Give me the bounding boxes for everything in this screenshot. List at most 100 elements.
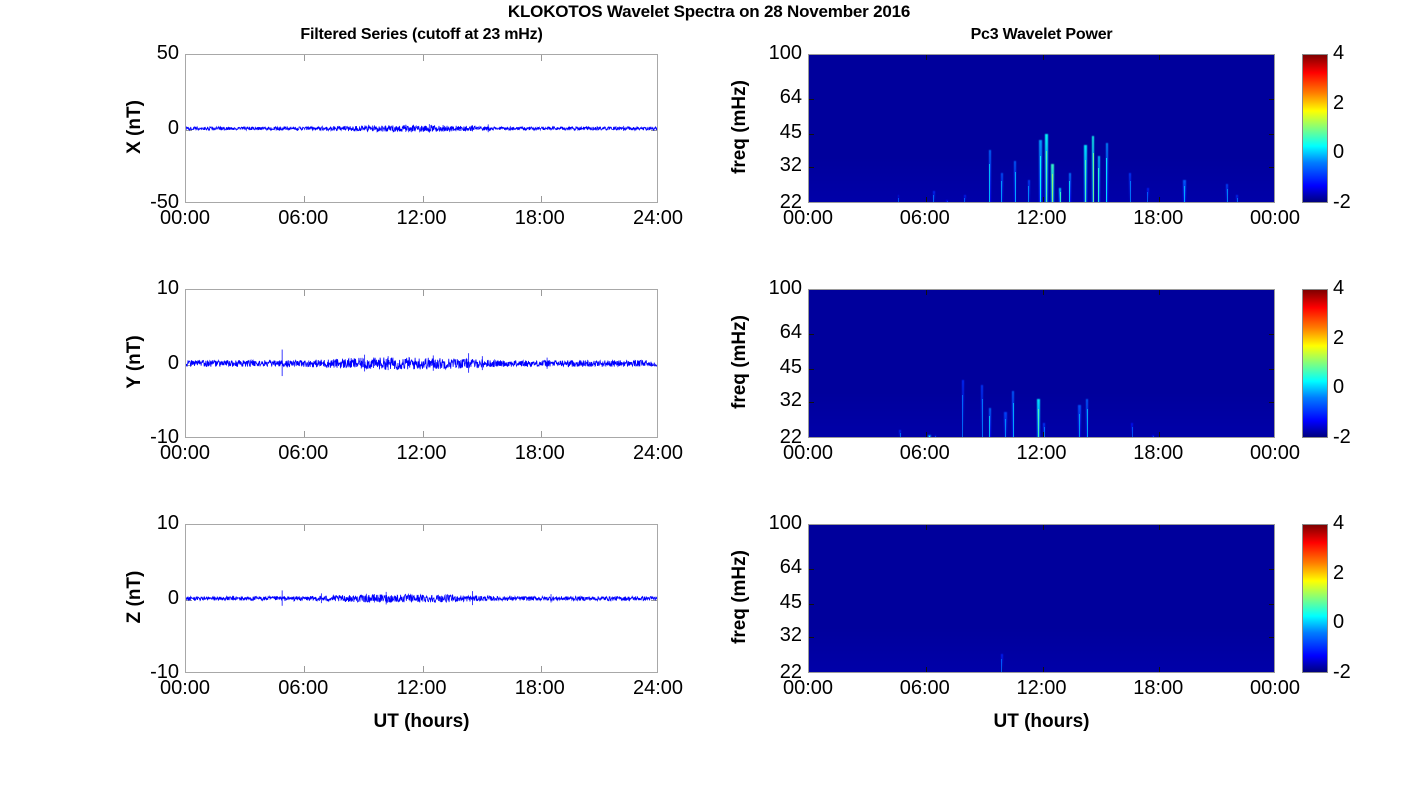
spectrogram-burst-core: [1086, 409, 1088, 437]
x-tick-label: 12:00: [1016, 207, 1067, 229]
y-tick-label: 0: [167, 116, 179, 139]
timeseries-trace-X: [186, 124, 657, 133]
x-tick-label: 06:00: [278, 442, 329, 464]
freq-tick-label: 22: [779, 191, 802, 213]
x-tick-mark: [1159, 290, 1161, 295]
x-tick-label: 00:00: [1249, 207, 1301, 229]
spectrogram-burst-core: [1226, 188, 1228, 202]
y-tick-mark: [1269, 167, 1274, 169]
timeseries-axes-Z: [185, 524, 658, 673]
x-tick-mark: [304, 431, 306, 437]
x-tick-mark: [1159, 55, 1161, 60]
x-tick-label: 18:00: [1133, 442, 1184, 464]
spectrogram-burst-core: [1005, 418, 1007, 437]
x-tick-mark: [540, 55, 542, 61]
colorbar-tick-label: 2: [1333, 561, 1345, 584]
x-tick-label: 00:00: [782, 207, 834, 229]
x-tick-label: 06:00: [278, 677, 329, 699]
y-tick-label: -50: [150, 191, 179, 213]
x-tick-mark: [304, 666, 306, 672]
x-tick-mark: [304, 525, 306, 531]
x-tick-label: 00:00: [159, 442, 211, 464]
spectrogram-burst-core: [1069, 181, 1071, 202]
y-tick-mark: [809, 98, 814, 100]
x-tick-mark: [540, 196, 542, 202]
y-axis-label: Z (nT): [124, 570, 145, 623]
x-tick-label: 12:00: [1016, 442, 1067, 464]
colorbar-Z[interactable]: [1302, 524, 1328, 673]
x-tick-label: 18:00: [1133, 207, 1184, 229]
x-tick-mark: [925, 55, 927, 60]
y-tick-mark: [1269, 368, 1274, 370]
x-tick-mark: [422, 666, 424, 672]
timeseries-axes-Y: [185, 289, 658, 438]
spectrogram-burst-core: [1059, 191, 1061, 202]
colorbar-tick-label: 0: [1333, 376, 1345, 399]
y-tick-mark: [809, 133, 814, 135]
x-tick-label: 06:00: [899, 677, 950, 699]
colorbar-tick-label: 0: [1333, 611, 1345, 634]
y-axis-label: X (nT): [124, 99, 145, 154]
spectrogram-burst-core: [1092, 152, 1094, 202]
x-tick-label: 00:00: [782, 677, 834, 699]
spectrogram-burst-core: [1236, 197, 1238, 202]
colorbar-tick-label: 2: [1333, 91, 1345, 114]
x-tick-mark: [540, 525, 542, 531]
spectrogram-burst-core: [1040, 156, 1042, 202]
spectrogram-burst-core: [962, 394, 964, 437]
spectrogram-axes-Y: [808, 289, 1275, 438]
x-tick-label: 24:00: [632, 207, 684, 229]
x-tick-mark: [1159, 525, 1161, 530]
spectrogram-axes-Z: [808, 524, 1275, 673]
colorbar-Y[interactable]: [1302, 289, 1328, 438]
colorbar-tick-label: -2: [1333, 426, 1351, 448]
y-tick-mark: [809, 603, 814, 605]
x-tick-label: 24:00: [632, 442, 684, 464]
y-tick-mark: [186, 364, 192, 366]
x-tick-mark: [1159, 667, 1161, 672]
spectrogram-burst-core: [934, 436, 936, 437]
x-tick-mark: [422, 431, 424, 437]
x-tick-mark: [1042, 197, 1044, 202]
spectrogram-burst-core: [1098, 167, 1100, 202]
y-tick-mark: [809, 402, 814, 404]
spectrogram-burst-core: [1045, 151, 1047, 202]
timeseries-trace-Z: [186, 590, 657, 606]
x-tick-mark: [1042, 667, 1044, 672]
x-tick-label: 18:00: [514, 207, 565, 229]
y-axis-label: Y (nT): [124, 334, 145, 389]
freq-tick-label: 32: [779, 624, 802, 647]
y-tick-mark: [1269, 568, 1274, 570]
x-tick-label: 06:00: [278, 207, 329, 229]
colorbar-tick-label: 4: [1333, 277, 1345, 299]
x-tick-label: 00:00: [159, 677, 211, 699]
spectrogram-burst: [946, 199, 949, 202]
x-tick-label: 06:00: [899, 207, 950, 229]
freq-tick-label: 32: [779, 154, 802, 177]
freq-axis-label: freq (mHz): [729, 79, 750, 174]
y-tick-mark: [1269, 402, 1274, 404]
spectrogram-burst-core: [1131, 426, 1133, 437]
spectrogram-burst-core: [1084, 159, 1086, 202]
spectrogram-axes-X: [808, 54, 1275, 203]
y-tick-mark: [1269, 133, 1274, 135]
spectrogram-burst-core: [1184, 186, 1186, 202]
spectrogram-background-haze: [809, 392, 1274, 437]
y-tick-mark: [651, 364, 657, 366]
freq-tick-label: 100: [768, 512, 802, 534]
left-x-axis-label: UT (hours): [373, 711, 470, 732]
freq-tick-label: 100: [768, 277, 802, 299]
freq-axis-label: freq (mHz): [729, 549, 750, 644]
x-tick-mark: [422, 525, 424, 531]
spectrogram-burst-core: [1152, 436, 1154, 437]
x-tick-mark: [1042, 432, 1044, 437]
colorbar-tick-label: 4: [1333, 42, 1345, 64]
freq-axis-label: freq (mHz): [729, 314, 750, 409]
x-tick-mark: [925, 667, 927, 672]
freq-tick-label: 32: [779, 389, 802, 412]
colorbar-X[interactable]: [1302, 54, 1328, 203]
right-column-title: Pc3 Wavelet Power: [970, 26, 1113, 43]
y-tick-mark: [186, 129, 192, 131]
freq-tick-label: 45: [779, 355, 802, 378]
colorbar-tick-label: 2: [1333, 326, 1345, 349]
